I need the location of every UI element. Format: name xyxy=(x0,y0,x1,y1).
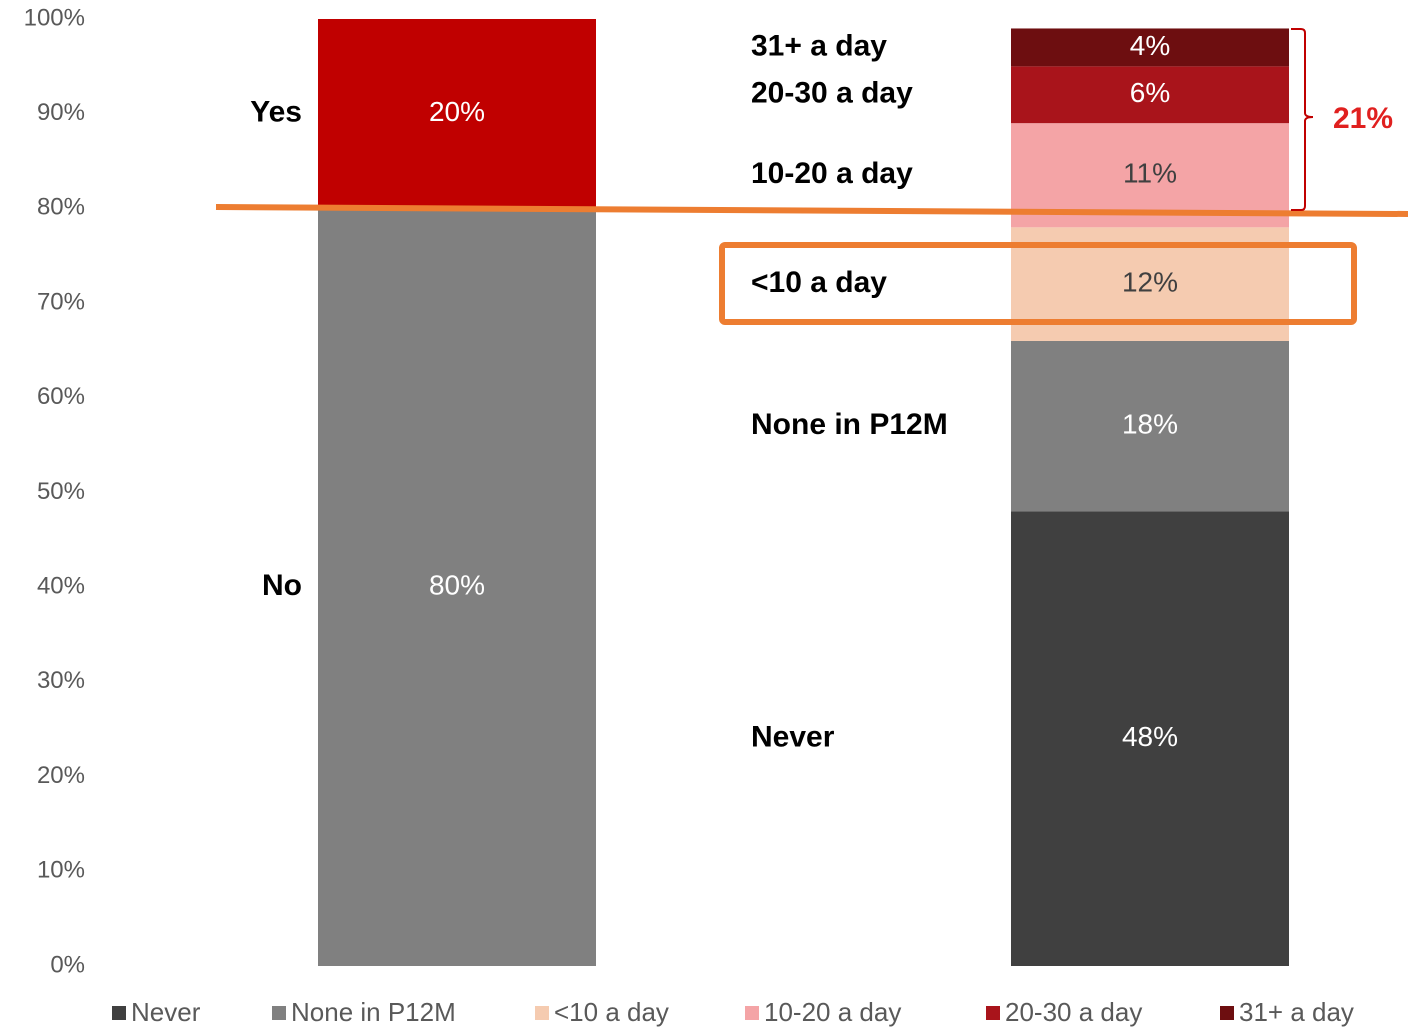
value-label: 4% xyxy=(1130,30,1170,61)
y-tick-label: 80% xyxy=(37,194,85,221)
legend-label: 31+ a day xyxy=(1239,997,1354,1027)
y-tick-label: 10% xyxy=(37,857,85,884)
y-tick-label: 70% xyxy=(37,288,85,315)
segment-label: None in P12M xyxy=(751,408,948,441)
legend-swatch xyxy=(986,1006,1000,1020)
legend-label: 10-20 a day xyxy=(764,997,901,1027)
segment-label: <10 a day xyxy=(751,266,887,299)
legend-swatch xyxy=(272,1006,286,1020)
legend-label: Never xyxy=(131,997,201,1027)
segment-label: 31+ a day xyxy=(751,29,887,62)
value-label: 18% xyxy=(1122,409,1178,440)
value-label: 11% xyxy=(1123,158,1177,189)
legend-label: 20-30 a day xyxy=(1005,997,1142,1027)
segment-label: 20-30 a day xyxy=(751,77,913,110)
y-tick-label: 40% xyxy=(37,573,85,600)
y-tick-label: 50% xyxy=(37,478,85,505)
y-tick-label: 0% xyxy=(50,951,85,978)
value-label: 20% xyxy=(429,96,485,127)
segment-label: No xyxy=(262,569,302,602)
legend-swatch xyxy=(535,1006,549,1020)
y-tick-label: 60% xyxy=(37,383,85,410)
segment-label: Never xyxy=(751,721,835,754)
threshold-line xyxy=(215,204,1408,217)
highlight-box xyxy=(719,242,1357,325)
bracket xyxy=(1291,28,1314,211)
y-tick-label: 20% xyxy=(37,762,85,789)
y-tick-label: 100% xyxy=(24,4,85,31)
value-label: 12% xyxy=(1122,267,1178,298)
bar-segment xyxy=(1011,28,1289,67)
legend-swatch xyxy=(1220,1006,1234,1020)
bar-segment xyxy=(318,19,596,209)
legend-label: <10 a day xyxy=(554,997,669,1027)
bracket-label: 21% xyxy=(1333,102,1393,135)
segment-label: 10-20 a day xyxy=(751,157,913,190)
bar-segment xyxy=(1011,66,1289,124)
value-label: 6% xyxy=(1130,77,1170,108)
legend-label: None in P12M xyxy=(291,997,456,1027)
bar-segment xyxy=(318,208,596,966)
segment-label: Yes xyxy=(250,96,302,129)
value-label: 48% xyxy=(1122,721,1178,752)
legend-swatch xyxy=(745,1006,759,1020)
legend-swatch xyxy=(112,1006,126,1020)
bar-segment xyxy=(1011,340,1289,512)
value-label: 80% xyxy=(429,570,485,601)
y-tick-label: 90% xyxy=(37,99,85,126)
y-tick-label: 30% xyxy=(37,667,85,694)
bar-segment xyxy=(1011,511,1289,966)
